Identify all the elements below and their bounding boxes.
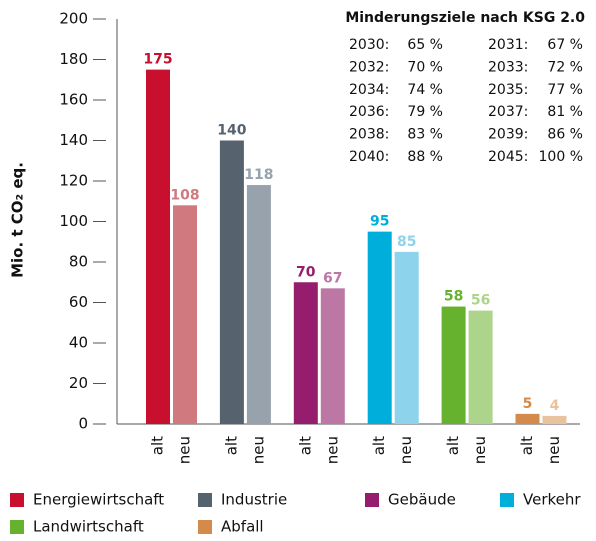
y-axis-label: Mio. t CO₂ eq.: [9, 162, 27, 278]
legend-swatch: [10, 520, 24, 534]
annotation-text: 2031:: [488, 37, 528, 53]
value-label: 67: [323, 270, 342, 286]
annotation-text: 2035:: [488, 82, 528, 98]
y-tick-label: 60: [69, 293, 88, 311]
y-tick-label: 0: [78, 415, 88, 433]
annotation-text: 83 %: [407, 127, 443, 143]
annotation-text: 2034:: [349, 82, 389, 98]
value-label: 5: [523, 396, 533, 412]
y-tick-label: 200: [59, 10, 88, 28]
annotation-text: 2032:: [349, 59, 389, 75]
annotation-text: 81 %: [547, 104, 583, 120]
y-tick-label: 100: [59, 212, 88, 230]
legend-label: Abfall: [221, 518, 264, 536]
annotation-text: 2030:: [349, 37, 389, 53]
value-label: 140: [217, 123, 246, 139]
annotation-text: 2045:: [488, 149, 528, 165]
annotation-text: 2039:: [488, 127, 528, 143]
bar: [146, 69, 170, 424]
annotation-text: 2040:: [349, 149, 389, 165]
annotation-text: 86 %: [547, 127, 583, 143]
legend-label: Verkehr: [523, 491, 581, 509]
value-label: 58: [444, 289, 463, 305]
value-label: 4: [550, 398, 560, 414]
bar: [515, 413, 540, 424]
legend-swatch: [198, 493, 212, 507]
annotation-text: 2037:: [488, 104, 528, 120]
bar: [441, 306, 466, 424]
y-tick-label: 140: [59, 131, 88, 149]
annotation-text: 67 %: [547, 37, 583, 53]
legend-label: Landwirtschaft: [33, 518, 144, 536]
annotation-text: 65 %: [407, 37, 443, 53]
bar: [293, 282, 318, 424]
annotation-text: 88 %: [407, 149, 443, 165]
value-label: 118: [244, 167, 273, 183]
legend-label: Energiewirtschaft: [33, 491, 164, 509]
x-tick-label: neu: [471, 436, 489, 464]
x-tick-label: alt: [296, 436, 314, 455]
value-label: 56: [471, 293, 490, 309]
x-tick-label: neu: [397, 436, 415, 464]
y-tick-label: 20: [69, 374, 88, 392]
bar: [246, 185, 271, 424]
annotation-text: 74 %: [407, 82, 443, 98]
y-tick-label: 160: [59, 91, 88, 109]
value-label: 85: [397, 234, 416, 250]
annotation-text: 70 %: [407, 59, 443, 75]
legend-label: Industrie: [221, 491, 287, 509]
y-tick-label: 180: [59, 50, 88, 68]
bar: [468, 310, 493, 424]
x-tick-label: alt: [444, 436, 462, 455]
y-tick-label: 80: [69, 253, 88, 271]
legend-swatch: [500, 493, 514, 507]
annotation-text: 72 %: [547, 59, 583, 75]
x-tick-label: neu: [176, 436, 194, 464]
x-tick-label: neu: [545, 436, 563, 464]
value-label: 175: [143, 52, 172, 68]
legend-swatch: [10, 493, 24, 507]
x-tick-label: alt: [149, 436, 167, 455]
bar: [320, 288, 345, 424]
legend-swatch: [365, 493, 379, 507]
bar: [542, 415, 567, 424]
bar: [394, 251, 419, 424]
x-tick-label: alt: [370, 436, 388, 455]
y-tick-label: 120: [59, 172, 88, 190]
annotation-text: 2033:: [488, 59, 528, 75]
value-label: 95: [370, 214, 389, 230]
annotation-text: 2036:: [349, 104, 389, 120]
annotation-text: 77 %: [547, 82, 583, 98]
annotation-text: 2038:: [349, 127, 389, 143]
annotation-text: 79 %: [407, 104, 443, 120]
value-label: 108: [170, 187, 199, 203]
bar: [173, 205, 197, 424]
x-tick-label: neu: [249, 436, 267, 464]
value-label: 70: [296, 264, 316, 280]
legend-swatch: [198, 520, 212, 534]
x-tick-label: alt: [518, 436, 536, 455]
x-tick-label: neu: [323, 436, 341, 464]
y-tick-label: 40: [69, 334, 88, 352]
bar: [219, 140, 244, 424]
legend-label: Gebäude: [388, 491, 456, 509]
annotation-text: 100 %: [539, 149, 583, 165]
annotation-title: Minderungsziele nach KSG 2.0: [345, 10, 585, 26]
bar: [367, 231, 392, 424]
x-tick-label: alt: [222, 436, 240, 455]
